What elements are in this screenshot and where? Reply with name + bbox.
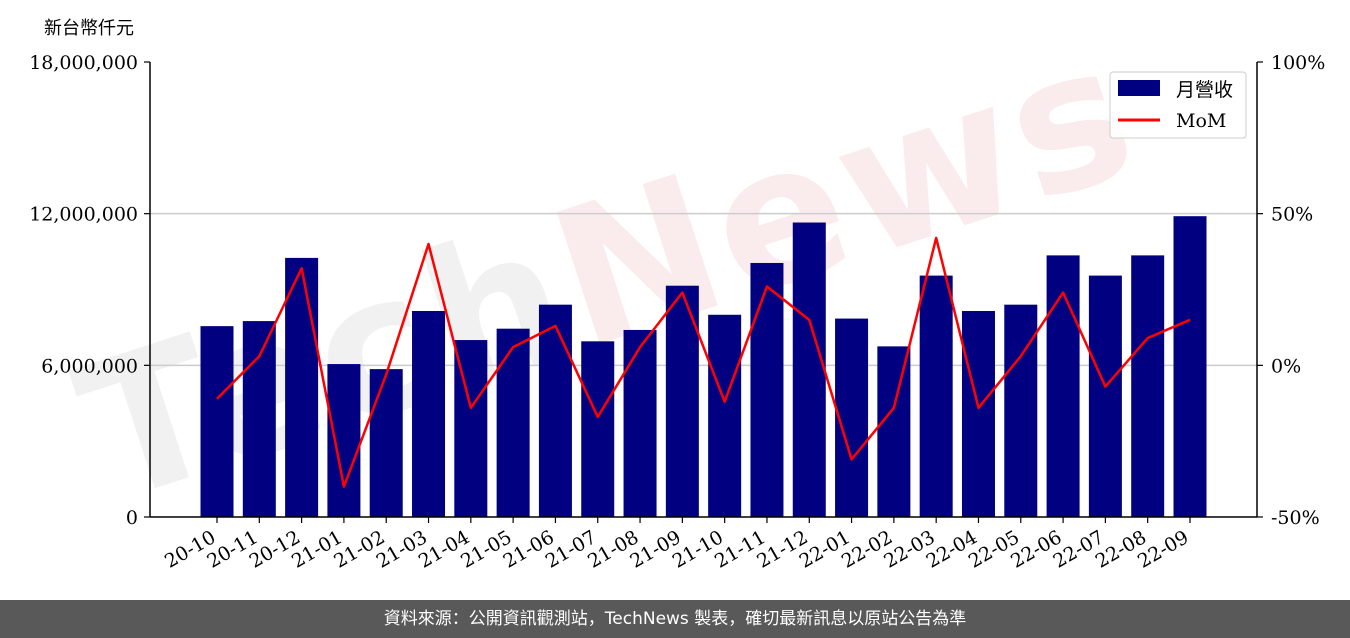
legend-label-mom: MoM — [1176, 110, 1226, 132]
left-tick-label: 0 — [126, 507, 138, 529]
revenue-chart: 0 6,000,000 12,000,000 18,000,000 -50% 0% 50% 1… — [29, 52, 1325, 573]
legend-swatch-revenue — [1118, 80, 1160, 96]
revenue-bar — [1131, 255, 1165, 517]
revenue-bar — [200, 326, 234, 517]
revenue-bar — [1088, 275, 1122, 517]
revenue-bar — [961, 310, 995, 517]
y-axis-unit-label: 新台幣仟元 — [44, 18, 134, 39]
revenue-bar — [1046, 255, 1080, 517]
revenue-bar — [919, 275, 953, 517]
revenue-bar — [538, 304, 572, 517]
revenue-bar — [708, 314, 742, 517]
revenue-bar — [496, 328, 530, 517]
left-tick-label: 12,000,000 — [29, 204, 138, 226]
right-tick-label: 0% — [1271, 355, 1301, 377]
revenue-bar — [792, 222, 826, 517]
revenue-bar — [242, 321, 276, 517]
right-tick-label: 50% — [1271, 204, 1313, 226]
source-footer: 資料來源：公開資訊觀測站，TechNews 製表，確切最新訊息以原站公告為準 — [0, 600, 1350, 638]
revenue-bar — [285, 257, 319, 517]
revenue-bar — [327, 364, 361, 517]
left-tick-label: 18,000,000 — [29, 52, 138, 74]
revenue-bar — [581, 341, 615, 517]
mom-line — [216, 236, 1191, 488]
revenue-bar — [369, 369, 403, 517]
revenue-bar — [1173, 216, 1207, 517]
revenue-bar — [1004, 304, 1038, 517]
right-tick-label: 100% — [1271, 52, 1325, 74]
revenue-bar — [412, 310, 446, 517]
revenue-bar — [835, 318, 869, 517]
revenue-bar — [750, 262, 784, 517]
revenue-bar — [877, 346, 911, 517]
legend-label-revenue: 月營收 — [1176, 79, 1233, 101]
right-tick-label: -50% — [1271, 507, 1320, 529]
revenue-bar — [623, 329, 657, 517]
left-tick-label: 6,000,000 — [41, 355, 138, 377]
